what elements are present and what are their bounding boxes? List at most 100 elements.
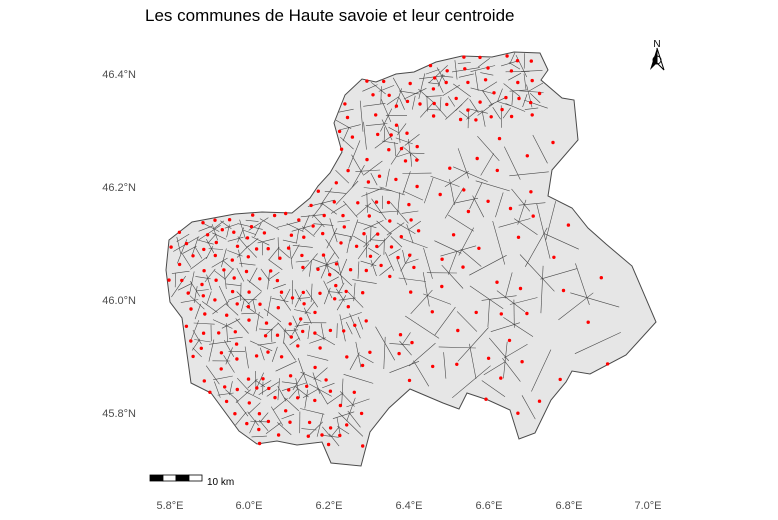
- commune-centroid: [316, 189, 320, 193]
- commune-centroid: [558, 377, 562, 382]
- commune-border: [271, 297, 289, 302]
- commune-border: [212, 319, 233, 329]
- commune-centroid: [288, 420, 292, 424]
- commune-centroid: [454, 96, 458, 101]
- commune-centroid: [334, 262, 339, 266]
- commune-border: [346, 397, 356, 422]
- commune-border: [235, 400, 249, 417]
- commune-border: [377, 232, 392, 249]
- commune-border: [410, 154, 412, 167]
- commune-border: [268, 271, 280, 280]
- commune-centroid: [233, 412, 237, 416]
- commune-border: [201, 301, 218, 313]
- commune-border: [481, 89, 493, 106]
- commune-centroid: [371, 93, 375, 97]
- commune-centroid: [497, 136, 502, 141]
- lon-label-6-0: 6.0°E: [235, 500, 262, 512]
- commune-centroid: [322, 213, 326, 218]
- commune-border: [419, 102, 434, 118]
- commune-border: [270, 406, 284, 426]
- commune-centroid: [213, 218, 217, 222]
- commune-border: [517, 199, 527, 225]
- commune-border: [292, 320, 301, 335]
- commune-centroid: [339, 147, 344, 151]
- commune-border: [422, 272, 430, 307]
- commune-centroid: [483, 78, 488, 82]
- commune-centroid: [445, 102, 449, 107]
- commune-centroid: [531, 214, 535, 218]
- commune-centroid: [321, 253, 326, 257]
- commune-border: [294, 289, 302, 302]
- commune-centroid: [342, 225, 346, 229]
- commune-centroid: [509, 69, 514, 73]
- commune-border: [225, 347, 233, 365]
- commune-centroid: [386, 200, 391, 205]
- commune-centroid: [313, 310, 317, 315]
- commune-centroid: [382, 79, 386, 84]
- commune-centroid: [324, 378, 328, 382]
- commune-border: [182, 245, 197, 254]
- commune-border: [235, 411, 247, 426]
- commune-border: [320, 187, 333, 206]
- commune-centroid: [389, 245, 394, 249]
- commune-centroid: [486, 356, 491, 360]
- commune-centroid: [489, 115, 493, 119]
- commune-border: [272, 398, 288, 411]
- commune-centroid: [258, 302, 262, 306]
- commune-border: [505, 103, 526, 112]
- commune-border: [339, 391, 355, 407]
- commune-border: [245, 219, 259, 222]
- commune-border: [502, 107, 511, 119]
- commune-border: [214, 270, 226, 280]
- commune-centroid: [264, 321, 269, 325]
- commune-centroid: [307, 420, 312, 425]
- commune-centroid: [537, 91, 542, 96]
- commune-centroid: [398, 333, 403, 337]
- commune-border: [223, 339, 235, 357]
- commune-border: [522, 94, 528, 108]
- commune-border: [477, 58, 490, 68]
- commune-centroid: [509, 114, 514, 119]
- commune-centroid: [269, 269, 273, 273]
- commune-border: [249, 419, 257, 434]
- commune-border: [399, 97, 405, 110]
- commune-centroid: [302, 235, 306, 239]
- commune-border: [279, 294, 292, 311]
- commune-border: [401, 210, 419, 214]
- commune-border: [444, 171, 469, 188]
- commune-border: [334, 269, 353, 287]
- commune-border: [497, 101, 511, 106]
- commune-border: [423, 293, 452, 305]
- commune-border: [488, 96, 508, 106]
- commune-border: [300, 408, 325, 415]
- commune-border: [220, 220, 232, 229]
- commune-border: [508, 72, 522, 81]
- commune-border: [341, 312, 362, 320]
- commune-centroid: [266, 350, 270, 354]
- commune-border: [363, 121, 367, 150]
- commune-border: [447, 96, 456, 107]
- commune-centroid: [365, 79, 369, 83]
- commune-border: [268, 259, 283, 270]
- commune-centroid: [515, 59, 520, 63]
- commune-border: [302, 226, 315, 237]
- commune-border: [283, 329, 299, 332]
- commune-centroid: [338, 403, 343, 408]
- commune-border: [570, 292, 620, 308]
- commune-centroid: [235, 387, 239, 392]
- commune-border: [259, 412, 269, 423]
- commune-border: [340, 136, 354, 150]
- commune-centroid: [217, 331, 221, 335]
- commune-centroid: [200, 282, 204, 287]
- commune-centroid: [461, 265, 465, 269]
- commune-centroid: [445, 69, 449, 73]
- commune-centroid: [552, 255, 556, 259]
- commune-border: [481, 109, 486, 127]
- commune-centroid: [379, 263, 383, 268]
- commune-border: [426, 109, 441, 111]
- commune-border: [396, 222, 416, 234]
- commune-border: [294, 294, 302, 308]
- commune-border: [266, 389, 278, 397]
- commune-centroid: [225, 313, 229, 317]
- commune-centroid: [516, 235, 521, 239]
